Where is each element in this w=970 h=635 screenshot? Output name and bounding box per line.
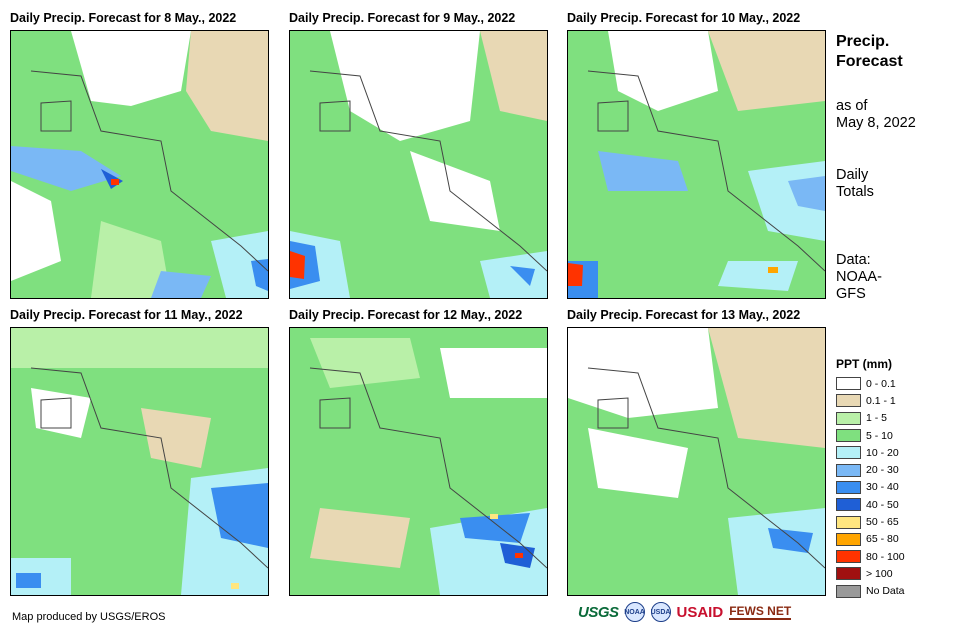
- legend-label: 65 - 80: [866, 533, 899, 546]
- legend-label: 50 - 65: [866, 516, 899, 529]
- panel-title-3: Daily Precip. Forecast for 10 May., 2022: [567, 11, 801, 25]
- legend-item: 10 - 20: [836, 444, 905, 461]
- precip-map-day-2: [289, 30, 548, 299]
- legend-swatch: [836, 411, 861, 425]
- usda-logo: USDA: [650, 602, 671, 622]
- sidebar-title-line-1: Precip.: [836, 33, 890, 50]
- data-source-line-2: NOAA-: [836, 269, 882, 285]
- precip-map-day-5: [289, 327, 548, 596]
- legend-swatch: [836, 377, 861, 391]
- legend-item: 1 - 5: [836, 410, 905, 427]
- legend-swatch: [836, 429, 861, 443]
- data-source: Data: NOAA- GFS: [836, 252, 882, 303]
- legend-label: > 100: [866, 567, 893, 580]
- legend-swatch: [836, 480, 861, 494]
- legend-label: 0.1 - 1: [866, 394, 896, 407]
- legend-item: 20 - 30: [836, 461, 905, 478]
- panel-title-4: Daily Precip. Forecast for 11 May., 2022: [10, 308, 243, 322]
- precip-map-svg: [11, 328, 268, 595]
- legend-label: No Data: [866, 585, 905, 598]
- legend-title: PPT (mm): [836, 357, 893, 371]
- legend-swatch: [836, 584, 861, 598]
- precip-map-day-6: [567, 327, 826, 596]
- legend-label: 10 - 20: [866, 446, 899, 459]
- precip-map-svg: [290, 31, 547, 298]
- legend-item: 0.1 - 1: [836, 392, 905, 409]
- daily-totals-line-1: Daily: [836, 167, 869, 183]
- legend-swatch: [836, 515, 861, 529]
- data-source-line-3: GFS: [836, 286, 866, 302]
- sidebar-title: Precip. Forecast: [836, 32, 903, 72]
- legend-label: 1 - 5: [866, 412, 888, 425]
- legend-item: 65 - 80: [836, 531, 905, 548]
- precip-map-svg: [11, 31, 268, 298]
- precip-map-day-4: [10, 327, 269, 596]
- legend-label: 80 - 100: [866, 550, 905, 563]
- partner-logos: USGS NOAA USDA USAID FEWS NET: [578, 602, 792, 622]
- legend-swatch: [836, 532, 861, 546]
- legend-label: 30 - 40: [866, 481, 899, 494]
- as-of-label: as of: [836, 98, 868, 114]
- fews-net-logo: FEWS NET: [729, 604, 792, 620]
- panel-title-6: Daily Precip. Forecast for 13 May., 2022: [567, 308, 801, 322]
- panel-title-2: Daily Precip. Forecast for 9 May., 2022: [289, 11, 516, 25]
- data-source-line-1: Data:: [836, 252, 871, 268]
- as-of-date: as of May 8, 2022: [836, 98, 916, 132]
- legend-item: 50 - 65: [836, 513, 905, 530]
- legend-label: 20 - 30: [866, 464, 899, 477]
- precip-map-day-1: [10, 30, 269, 299]
- precip-map-svg: [568, 328, 825, 595]
- daily-totals-line-2: Totals: [836, 184, 874, 200]
- legend: 0 - 0.1 0.1 - 1 1 - 5 5 - 10 10 - 20 20 - 30 3…: [836, 375, 905, 600]
- legend-label: 5 - 10: [866, 429, 893, 442]
- legend-item: 30 - 40: [836, 479, 905, 496]
- legend-item: 80 - 100: [836, 548, 905, 565]
- usaid-logo: USAID: [676, 603, 724, 621]
- as-of-value: May 8, 2022: [836, 115, 916, 131]
- legend-label: 0 - 0.1: [866, 377, 896, 390]
- legend-swatch: [836, 567, 861, 581]
- legend-item: > 100: [836, 565, 905, 582]
- legend-item: 5 - 10: [836, 427, 905, 444]
- usgs-logo: USGS: [578, 603, 619, 621]
- noaa-logo: NOAA: [624, 602, 645, 622]
- map-credit: Map produced by USGS/EROS: [12, 611, 166, 623]
- daily-totals-label: Daily Totals: [836, 167, 874, 201]
- legend-swatch: [836, 463, 861, 477]
- panel-title-5: Daily Precip. Forecast for 12 May., 2022: [289, 308, 523, 322]
- legend-label: 40 - 50: [866, 498, 899, 511]
- legend-item: 40 - 50: [836, 496, 905, 513]
- legend-item: 0 - 0.1: [836, 375, 905, 392]
- legend-item: No Data: [836, 583, 905, 600]
- legend-swatch: [836, 550, 861, 564]
- precip-map-svg: [290, 328, 547, 595]
- precip-map-day-3: [567, 30, 826, 299]
- legend-swatch: [836, 498, 861, 512]
- legend-swatch: [836, 446, 861, 460]
- legend-swatch: [836, 394, 861, 408]
- panel-title-1: Daily Precip. Forecast for 8 May., 2022: [10, 11, 237, 25]
- precip-map-svg: [568, 31, 825, 298]
- sidebar-title-line-2: Forecast: [836, 53, 903, 70]
